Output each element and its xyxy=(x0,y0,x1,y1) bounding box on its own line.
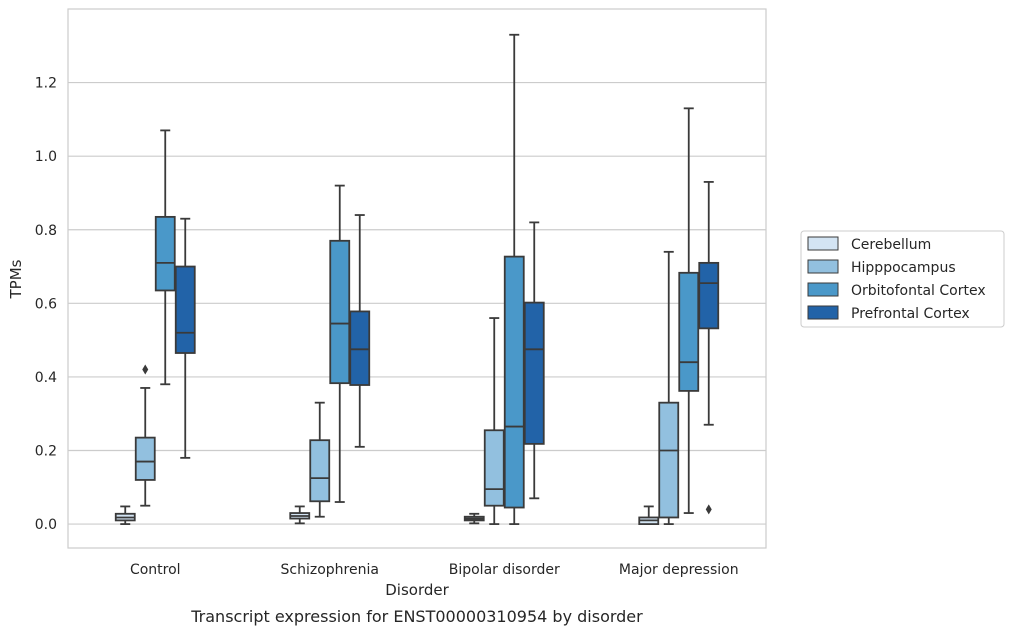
box-prefrontal-cortex-control xyxy=(174,217,196,459)
box-series-layer xyxy=(114,33,720,525)
x-axis-title: Disorder xyxy=(385,581,449,599)
legend-label-prefrontal-cortex: Prefrontal Cortex xyxy=(851,306,970,322)
box-hipppocampus-bipolar-disorder xyxy=(483,317,505,525)
box-iqr xyxy=(698,261,720,330)
box-iqr xyxy=(503,255,525,509)
x-tick-label: Bipolar disorder xyxy=(449,562,560,578)
box-iqr xyxy=(134,436,156,481)
box-iqr xyxy=(523,301,545,445)
x-tick-label: Control xyxy=(130,562,181,578)
box-iqr xyxy=(174,265,196,354)
y-tick-label: 0.8 xyxy=(35,223,57,239)
box-iqr xyxy=(154,215,176,292)
box-prefrontal-cortex-bipolar-disorder xyxy=(523,221,545,500)
box-iqr xyxy=(483,429,505,507)
x-tick-label: Major depression xyxy=(619,562,739,578)
series-orbitofontal-cortex xyxy=(154,33,700,525)
box-cerebellum-bipolar-disorder xyxy=(463,512,485,525)
box-hipppocampus-control xyxy=(134,364,156,507)
series-prefrontal-cortex xyxy=(174,181,720,515)
box-orbitofontal-cortex-control xyxy=(154,129,176,386)
x-tick-labels: Control Schizophrenia Bipolar disorder Majo… xyxy=(130,562,739,578)
box-cerebellum-major-depression xyxy=(638,505,660,525)
legend: Cerebellum Hipppocampus Orbitofontal Cor… xyxy=(800,230,1005,328)
box-prefrontal-cortex-schizophrenia xyxy=(349,214,371,448)
box-iqr xyxy=(309,439,331,503)
y-tick-label: 0.2 xyxy=(35,444,57,460)
box-iqr xyxy=(678,271,700,392)
chart-caption: Transcript expression for ENST0000031095… xyxy=(190,607,643,626)
box-cerebellum-schizophrenia xyxy=(289,505,311,525)
y-tick-label: 1.2 xyxy=(35,76,57,92)
box-orbitofontal-cortex-schizophrenia xyxy=(329,184,351,503)
legend-label-cerebellum: Cerebellum xyxy=(851,237,931,253)
x-tick-label: Schizophrenia xyxy=(281,562,379,578)
y-tick-label: 0.6 xyxy=(35,296,57,312)
box-iqr xyxy=(329,239,351,385)
legend-label-orbitofontal-cortex: Orbitofontal Cortex xyxy=(851,283,986,299)
box-prefrontal-cortex-major-depression xyxy=(698,181,720,515)
y-tick-labels: 0.0 0.2 0.4 0.6 0.8 1.0 1.2 xyxy=(35,76,57,534)
box-orbitofontal-cortex-major-depression xyxy=(678,107,700,514)
legend-label-hipppocampus: Hipppocampus xyxy=(851,260,956,276)
box-iqr xyxy=(658,401,680,519)
y-axis-title: TPMs xyxy=(7,259,25,299)
y-tick-label: 1.0 xyxy=(35,149,57,165)
outlier-point xyxy=(705,504,712,515)
y-tick-label: 0.0 xyxy=(35,517,57,533)
box-hipppocampus-major-depression xyxy=(658,250,680,525)
legend-swatch-prefrontal-cortex xyxy=(807,305,839,320)
legend-swatch-hipppocampus xyxy=(807,259,839,274)
series-cerebellum xyxy=(114,505,660,525)
box-iqr xyxy=(349,310,371,386)
box-cerebellum-control xyxy=(114,505,136,525)
box-hipppocampus-schizophrenia xyxy=(309,401,331,518)
y-tick-label: 0.4 xyxy=(35,370,57,386)
legend-frame xyxy=(800,230,1005,328)
legend-swatch-cerebellum xyxy=(807,236,839,251)
box-orbitofontal-cortex-bipolar-disorder xyxy=(503,33,525,525)
series-hipppocampus xyxy=(134,250,680,525)
outlier-point xyxy=(142,364,149,375)
legend-swatch-orbitofontal-cortex xyxy=(807,282,839,297)
